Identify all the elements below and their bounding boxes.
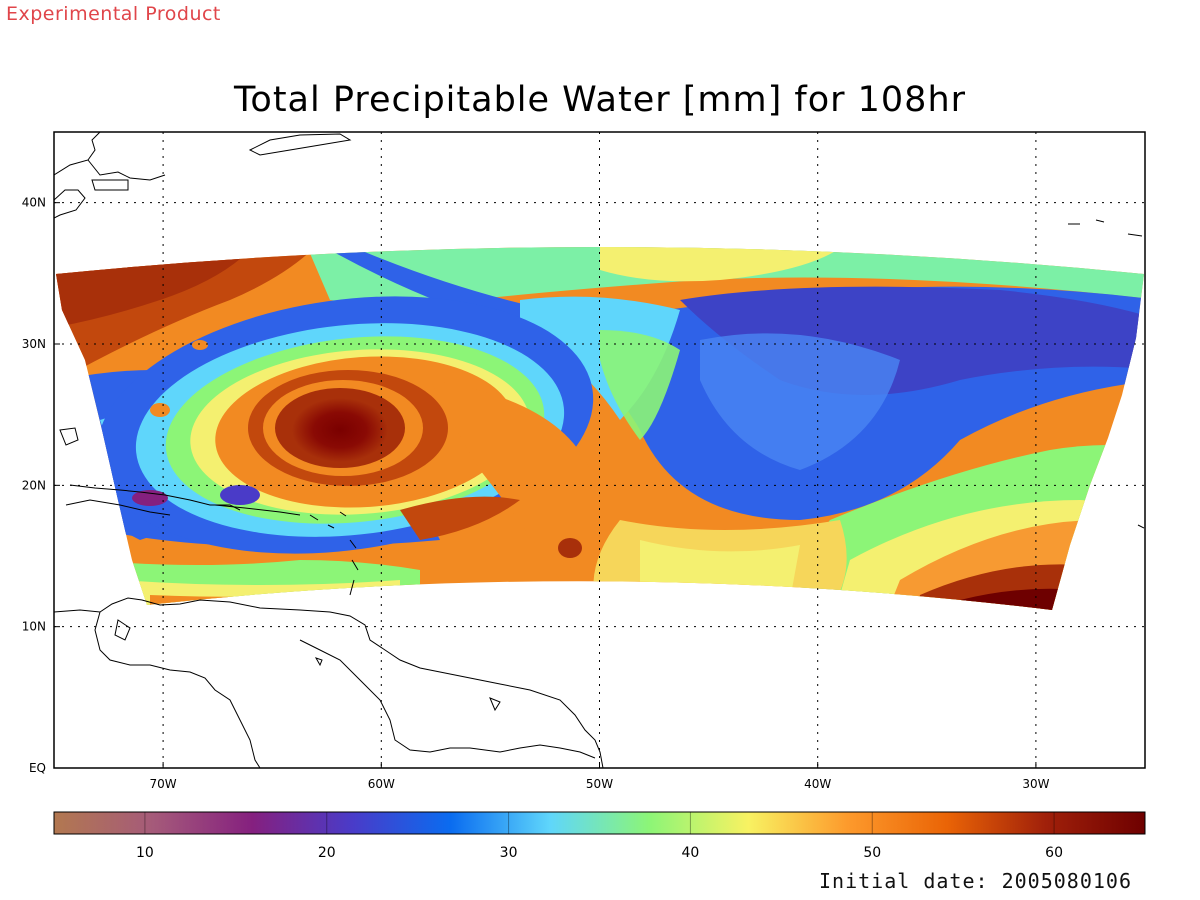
lat-tick-label: 10N [22,620,46,634]
lon-tick-label: 30W [1022,777,1049,791]
experimental-product-label: Experimental Product [6,3,221,25]
lat-tick-label: 30N [22,337,46,351]
colorbar-ticks: 10 20 30 40 50 60 [136,812,1063,861]
colorbar-tick-label: 30 [500,845,518,861]
colorbar-tick-label: 10 [136,845,154,861]
latitude-ticks: EQ 10N 20N 30N 40N [22,196,60,775]
colorbar-tick-label: 20 [318,845,336,861]
longitude-ticks: 70W 60W 50W 40W 30W [150,762,1050,791]
initial-date-label: Initial date: 2005080106 [819,869,1132,893]
lon-tick-label: 60W [368,777,395,791]
lat-tick-label: 20N [22,478,46,492]
lat-tick-label: 40N [22,196,46,210]
lon-tick-label: 40W [804,777,831,791]
lon-tick-label: 70W [150,777,177,791]
map-title: Total Precipitable Water [mm] for 108hr [233,80,967,120]
colorbar-tick-label: 40 [682,845,700,861]
lon-tick-label: 50W [586,777,613,791]
graticule [54,132,1145,768]
colorbar-scale [53,811,1146,835]
lat-tick-label: EQ [29,761,46,775]
colorbar: 10 20 30 40 50 60 [53,811,1146,861]
colorbar-tick-label: 50 [863,845,881,861]
coastlines [54,132,1145,768]
colorbar-tick-label: 60 [1045,845,1063,861]
